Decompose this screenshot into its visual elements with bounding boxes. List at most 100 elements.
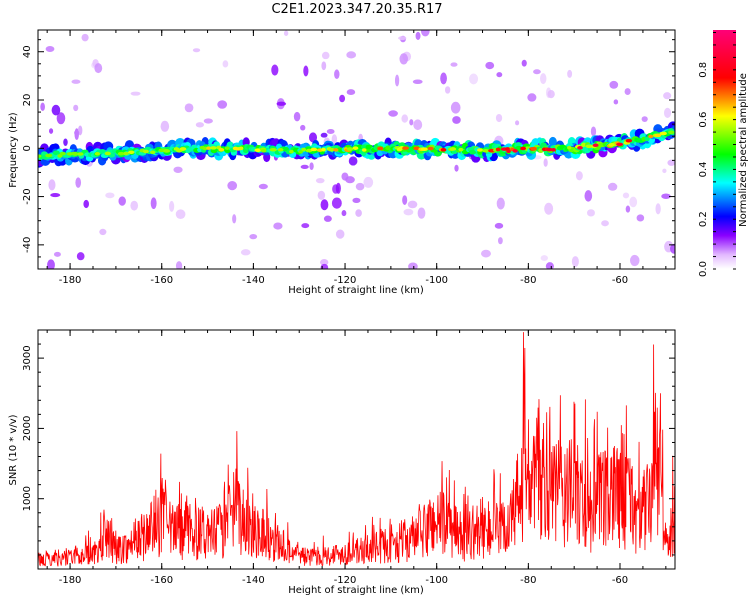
heatmap-blob (496, 72, 503, 78)
heatmap-blob (321, 51, 330, 60)
heatmap-band-cell (45, 153, 53, 158)
heatmap-blob (587, 209, 595, 217)
heatmap-blob (49, 128, 54, 134)
heatmap-band-cell (327, 147, 335, 152)
heatmap-band-cell (142, 149, 149, 154)
heatmap-blob (408, 262, 418, 269)
heatmap-blob (334, 69, 340, 79)
heatmap-band-cell (592, 143, 599, 148)
heatmap-blob (527, 93, 537, 102)
heatmap-blob (403, 208, 414, 216)
heatmap-blob (99, 228, 107, 236)
heatmap-blob (417, 207, 426, 219)
x-tick-label: -80 (520, 575, 536, 586)
heatmap-blob (662, 168, 667, 174)
heatmap-blob (315, 177, 325, 184)
heatmap-band-cell (477, 148, 484, 152)
heatmap-blob (547, 90, 555, 99)
heatmap-blob (301, 223, 310, 229)
heatmap-band-cell (654, 133, 662, 138)
x-tick-label: -80 (520, 275, 536, 286)
heatmap-blob (575, 171, 583, 181)
heatmap-band-cell (551, 148, 556, 152)
heatmap-band-cell (179, 147, 187, 151)
heatmap-blob (273, 222, 283, 230)
heatmap-blob (321, 61, 327, 71)
heatmap-blob (641, 116, 648, 122)
heatmap-band-cell (202, 146, 208, 151)
heatmap-blob (53, 251, 61, 257)
heatmap-blob (584, 190, 593, 202)
heatmap-blob (169, 200, 175, 212)
snr-ticks: -180 -160 -140 -120 -100 -80 -60 1000 2000 3000 (22, 329, 675, 586)
heatmap-blob (494, 222, 504, 229)
heatmap-blob (309, 162, 314, 170)
heatmap-blob (355, 209, 362, 217)
spectrogram-ticks: -180 -160 -140 -120 -100 -80 -60 -40 -20 0 20 40 (22, 30, 675, 286)
heatmap-blob (409, 119, 414, 126)
heatmap-blob (407, 200, 418, 209)
heatmap-band-cell (506, 149, 511, 153)
heatmap-blob (71, 79, 81, 84)
heatmap-blob (175, 261, 183, 269)
x-tick-label: -180 (59, 575, 82, 586)
spectrogram-frame (37, 29, 676, 270)
heatmap-band-cell (530, 146, 537, 151)
heatmap-blob (454, 164, 459, 172)
y-tick-label: -40 (22, 237, 33, 253)
heatmap-band-cell (585, 144, 593, 149)
heatmap-band-cell (361, 148, 367, 152)
heatmap-band-cell (668, 130, 675, 135)
heatmap-blob (175, 209, 186, 220)
heatmap-band-cell (449, 147, 457, 151)
snr-panel: -180 -160 -140 -120 -100 -80 -60 1000 2000 3000 H… (8, 329, 676, 596)
heatmap-blob (346, 89, 356, 96)
heatmap-band-cell (59, 151, 66, 156)
heatmap-blob (130, 200, 139, 211)
heatmap-band-cell (420, 147, 428, 151)
heatmap-blob (232, 214, 237, 224)
colorbar-tick-label: 0.6 (698, 112, 709, 128)
heatmap-blob (339, 94, 346, 103)
x-tick-label: -120 (334, 275, 357, 286)
heatmap-blob (341, 210, 347, 217)
heatmap-blob (415, 31, 421, 40)
colorbar-ticks: 0.0 0.2 0.4 0.6 0.8 (698, 31, 736, 277)
heatmap-blob (184, 103, 194, 113)
heatmap-blob (47, 259, 55, 269)
heatmap-band-cell (546, 147, 553, 152)
heatmap-blob (636, 214, 645, 222)
heatmap-blob (613, 99, 619, 105)
heatmap-blob (326, 128, 335, 134)
heatmap-band-cell (608, 143, 615, 147)
heatmap-band-cell (402, 146, 409, 150)
heatmap-blob (320, 199, 329, 211)
colorbar-gradient (713, 30, 736, 269)
heatmap-blob (515, 120, 520, 126)
heatmap-blob (240, 249, 251, 256)
heatmap-blob (331, 197, 342, 209)
colorbar-tick-label: 0.2 (698, 211, 709, 227)
heatmap-band-cell (427, 146, 434, 151)
heatmap-band-cell (163, 149, 171, 153)
heatmap-blob (624, 88, 631, 96)
heatmap-blob (249, 234, 258, 240)
heatmap-blob (398, 36, 407, 41)
heatmap-blob (130, 91, 141, 96)
heatmap-band-cell (269, 147, 277, 152)
heatmap-blob (661, 193, 671, 199)
snr-line-layer (38, 332, 675, 567)
heatmap-blob (609, 80, 619, 89)
heatmap-band-cell (520, 146, 527, 151)
heatmap-band-cell (548, 136, 557, 147)
heatmap-blob (45, 45, 55, 52)
heatmap-blob (388, 110, 398, 117)
heatmap-blob (521, 59, 527, 67)
heatmap-blob (40, 102, 45, 112)
y-tick-label: 0 (22, 145, 33, 151)
x-tick-label: -100 (425, 575, 448, 586)
heatmap-blob (452, 116, 461, 124)
heatmap-blob (73, 104, 79, 112)
heatmap-blob (545, 262, 554, 269)
heatmap-blob (663, 92, 672, 100)
